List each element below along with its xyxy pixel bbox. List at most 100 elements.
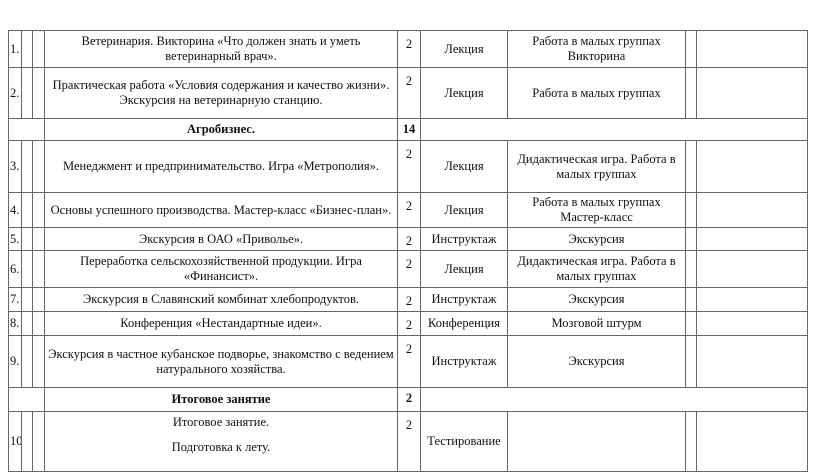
hours-cell: 2 [397, 67, 421, 119]
form-cell: Конференция [420, 311, 508, 336]
row-number: 7. [8, 287, 22, 312]
empty-cell [8, 118, 45, 141]
empty-cell [21, 192, 33, 228]
method-cell: Мозговой штурм [507, 311, 686, 336]
empty-cell [696, 227, 808, 251]
table-row: 8. Конференция «Нестандартные идеи». 2 Ко… [8, 311, 808, 336]
table-row: 6. Переработка сельскохозяйственной прод… [8, 250, 808, 288]
hours-cell: 2 [397, 335, 421, 388]
method-cell: Работа в малых группах [507, 67, 686, 119]
empty-cell [696, 311, 808, 336]
topic-cell: Конференция «Нестандартные идеи». [44, 311, 398, 336]
row-number: 8. [8, 311, 22, 336]
empty-cell [32, 192, 45, 228]
section-title: Итоговое занятие [44, 387, 398, 412]
empty-cell [21, 140, 33, 193]
topic-cell: Ветеринария. Викторина «Что должен знать… [44, 30, 398, 68]
method-cell: Экскурсия [507, 335, 686, 388]
empty-cell [32, 227, 45, 251]
topic-cell: Экскурсия в частное кубанское подворье, … [44, 335, 398, 388]
form-cell: Лекция [420, 30, 508, 68]
form-cell: Лекция [420, 250, 508, 288]
empty-cell [685, 335, 697, 388]
form-cell: Инструктаж [420, 287, 508, 312]
row-number: 6. [8, 250, 22, 288]
empty-cell [32, 335, 45, 388]
method-cell: Работа в малых группах Мастер-класс [507, 192, 686, 228]
empty-cell [696, 140, 808, 193]
method-cell: Экскурсия [507, 227, 686, 251]
table-row: 4. Основы успешного производства. Мастер… [8, 192, 808, 228]
hours-cell: 2 [397, 227, 421, 251]
empty-cell [21, 250, 33, 288]
empty-cell [696, 411, 808, 472]
hours-cell: 2 [397, 140, 421, 193]
row-number: 3. [8, 140, 22, 193]
table-row: 7. Экскурсия в Славянский комбинат хлебо… [8, 287, 808, 312]
empty-cell [685, 140, 697, 193]
row-number: 5. [8, 227, 22, 251]
empty-cell [685, 250, 697, 288]
form-cell: Лекция [420, 192, 508, 228]
row-number: 1. [8, 30, 22, 68]
topic-cell: Итоговое занятие. Подготовка к лету. [44, 411, 398, 472]
row-number: 9. [8, 335, 22, 388]
method-cell: Дидактическая игра. Работа в малых групп… [507, 140, 686, 193]
hours-cell: 2 [397, 30, 421, 68]
form-cell: Инструктаж [420, 227, 508, 251]
row-number: 10 [8, 411, 22, 472]
empty-cell [32, 250, 45, 288]
topic-cell: Экскурсия в Славянский комбинат хлебопро… [44, 287, 398, 312]
empty-cell [32, 411, 45, 472]
empty-cell [696, 250, 808, 288]
topic-line: Подготовка к лету. [171, 440, 271, 454]
hours-cell: 2 [397, 192, 421, 228]
empty-cell [21, 287, 33, 312]
table-row: 10 Итоговое занятие. Подготовка к лету. 2 … [8, 411, 808, 472]
section-hours: 14 [397, 118, 421, 141]
table-row: 5. Экскурсия в ОАО «Привольe». 2 Инструкт… [8, 227, 808, 251]
hours-cell: 2 [397, 311, 421, 336]
hours-cell: 2 [397, 411, 421, 472]
empty-cell [21, 67, 33, 119]
empty-cell [21, 311, 33, 336]
empty-cell [696, 335, 808, 388]
section-hours: 2 [397, 387, 421, 412]
empty-cell [21, 411, 33, 472]
empty-cell [420, 118, 808, 141]
empty-cell [685, 192, 697, 228]
topic-cell: Менеджмент и предпринимательство. Игра «… [44, 140, 398, 193]
empty-cell [685, 287, 697, 312]
topic-line: Итоговое занятие. [172, 415, 270, 429]
topic-cell: Экскурсия в ОАО «Привольe». [44, 227, 398, 251]
section-row: Агробизнес. 14 [8, 118, 808, 141]
empty-cell [21, 335, 33, 388]
lesson-plan-table: 1. Ветеринария. Викторина «Что должен зн… [8, 30, 808, 472]
empty-cell [696, 67, 808, 119]
hours-cell: 2 [397, 250, 421, 288]
empty-cell [685, 227, 697, 251]
topic-cell: Практическая работа «Условия содержания … [44, 67, 398, 119]
form-cell: Лекция [420, 140, 508, 193]
table-row: 1. Ветеринария. Викторина «Что должен зн… [8, 30, 808, 68]
empty-cell [32, 30, 45, 68]
empty-cell [32, 287, 45, 312]
form-cell: Тестирование [420, 411, 508, 472]
method-cell: Работа в малых группах Викторина [507, 30, 686, 68]
empty-cell [8, 387, 45, 412]
table-row: 9. Экскурсия в частное кубанское подворь… [8, 335, 808, 388]
empty-cell [696, 192, 808, 228]
empty-cell [685, 411, 697, 472]
table-row: 2. Практическая работа «Условия содержан… [8, 67, 808, 119]
topic-cell: Переработка сельскохозяйственной продукц… [44, 250, 398, 288]
empty-cell [685, 30, 697, 68]
form-cell: Инструктаж [420, 335, 508, 388]
empty-cell [685, 67, 697, 119]
section-title: Агробизнес. [44, 118, 398, 141]
empty-cell [32, 140, 45, 193]
empty-cell [420, 387, 808, 412]
section-row: Итоговое занятие 2 [8, 387, 808, 412]
table-row: 3. Менеджмент и предпринимательство. Игр… [8, 140, 808, 193]
empty-cell [21, 227, 33, 251]
empty-cell [32, 67, 45, 119]
